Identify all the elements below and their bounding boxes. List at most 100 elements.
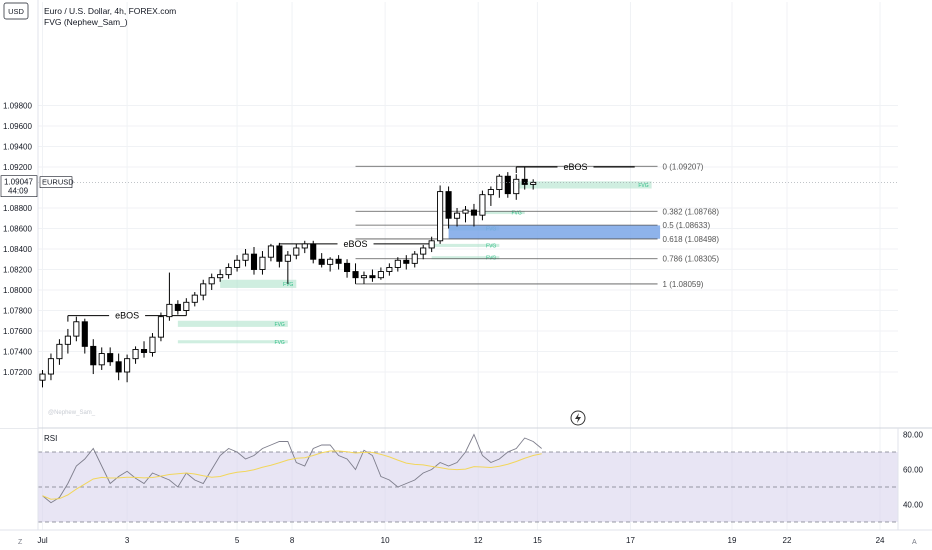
candle	[377, 267, 384, 280]
candle	[411, 251, 418, 268]
candle	[453, 208, 461, 227]
ebos-label: eBOS	[563, 162, 587, 172]
symbol-tag-label: EURUSD	[42, 178, 74, 187]
price-tick-label: 1.08400	[3, 245, 32, 254]
candle	[301, 240, 308, 254]
time-tick-label: Jul	[37, 536, 47, 545]
fvg-zone	[220, 279, 297, 288]
price-tick-label: 1.07200	[3, 368, 32, 377]
candle	[403, 255, 410, 270]
candle	[208, 273, 215, 290]
candle	[487, 186, 494, 206]
symbol-title[interactable]: Euro / U.S. Dollar, 4h, FOREX.com	[44, 6, 176, 16]
candle	[157, 312, 164, 342]
candle	[437, 185, 444, 244]
fib-label: 1 (1.08059)	[663, 280, 704, 289]
candle	[369, 269, 376, 282]
fib-levels: 0 (1.09207) 0.382 (1.08768) 0.5 (1.08633) 0…	[355, 162, 720, 289]
lightning-icon[interactable]	[570, 410, 586, 426]
candle	[124, 354, 131, 383]
current-price-tag	[0, 175, 38, 197]
price-tick-label: 1.08200	[3, 266, 32, 275]
candle	[149, 333, 156, 357]
auto-scale-toggle[interactable]: A	[912, 539, 917, 546]
watermark: @Nephew_Sam_	[48, 410, 96, 416]
candle	[64, 328, 71, 354]
rsi-tick-label: 60.00	[903, 466, 924, 475]
rsi-line	[42, 433, 542, 504]
candle	[496, 174, 503, 198]
candle	[470, 203, 478, 227]
candle	[420, 244, 427, 260]
candle	[530, 179, 537, 190]
candle	[386, 263, 393, 276]
bar-countdown: 44:09	[8, 187, 29, 196]
price-tick-label: 1.07400	[3, 348, 32, 357]
candle	[73, 316, 80, 342]
golden-zone	[448, 225, 661, 239]
fib-label: 0.786 (1.08305)	[663, 255, 720, 264]
candle	[504, 172, 511, 198]
candle	[276, 242, 283, 268]
ebos-label: eBOS	[344, 239, 368, 249]
fvg-label: FVG	[283, 282, 293, 288]
time-tick-label: 19	[728, 536, 737, 545]
candle	[242, 249, 249, 267]
candle	[445, 186, 452, 229]
current-price-value: 1.09047	[4, 178, 33, 187]
fvg-zone	[177, 340, 288, 344]
candle	[344, 259, 351, 278]
candle	[225, 263, 232, 279]
rsi-label: RSI	[44, 434, 57, 443]
symbol-tag	[39, 176, 73, 188]
fvg-label: FVG	[638, 183, 648, 189]
price-tick-label: 1.08600	[3, 225, 32, 234]
candle	[513, 174, 520, 200]
candle	[132, 346, 139, 364]
price-tick-label: 1.08000	[3, 286, 32, 295]
candle	[394, 257, 401, 272]
time-tick-label: 15	[533, 536, 542, 545]
price-tick-label: 1.09600	[3, 122, 32, 131]
candle	[140, 341, 148, 358]
time-axis[interactable]: Jul 3 5 8 10 12 15 17 19 22 24	[0, 529, 932, 550]
indicator-legend[interactable]: FVG (Nephew_Sam_)	[44, 17, 128, 27]
candle	[284, 251, 291, 284]
candle	[47, 353, 55, 381]
candle	[293, 243, 300, 260]
candle	[115, 353, 122, 381]
candle	[191, 292, 198, 307]
price-axis[interactable]: 1.09800 1.09600 1.09400 1.09200 1.08800 1.086…	[0, 0, 39, 530]
price-tick-label: 1.09400	[3, 143, 32, 152]
fvg-zone	[177, 320, 288, 327]
candle	[428, 236, 435, 253]
log-scale-toggle[interactable]: Z	[18, 539, 23, 546]
candle	[462, 205, 469, 223]
candle	[360, 271, 368, 284]
candle	[521, 167, 528, 190]
fvg-label: FVG	[486, 243, 496, 249]
candle	[310, 240, 317, 264]
candle	[166, 272, 173, 321]
candle	[107, 347, 114, 366]
rsi-ma-line	[42, 450, 542, 500]
price-tick-label: 1.07800	[3, 307, 32, 316]
time-tick-label: 12	[474, 536, 483, 545]
price-tick-label: 1.07600	[3, 327, 32, 336]
candle	[217, 269, 224, 282]
candle	[479, 190, 486, 221]
price-tick-label: 1.08800	[3, 204, 32, 213]
candle	[39, 369, 46, 388]
currency-badge[interactable]	[3, 2, 29, 20]
ebos-label: eBOS	[115, 311, 139, 321]
currency-badge-label: USD	[8, 7, 24, 16]
fib-label: 0.618 (1.08498)	[663, 235, 720, 244]
candle	[259, 251, 266, 275]
price-tick-label: 1.09800	[3, 102, 32, 111]
rsi-tick-label: 40.00	[903, 501, 924, 510]
fvg-label: FVG	[511, 211, 521, 217]
rsi-axis[interactable]: 80.00 60.00 40.00	[897, 428, 924, 530]
candle	[81, 318, 88, 354]
candle	[250, 246, 258, 275]
